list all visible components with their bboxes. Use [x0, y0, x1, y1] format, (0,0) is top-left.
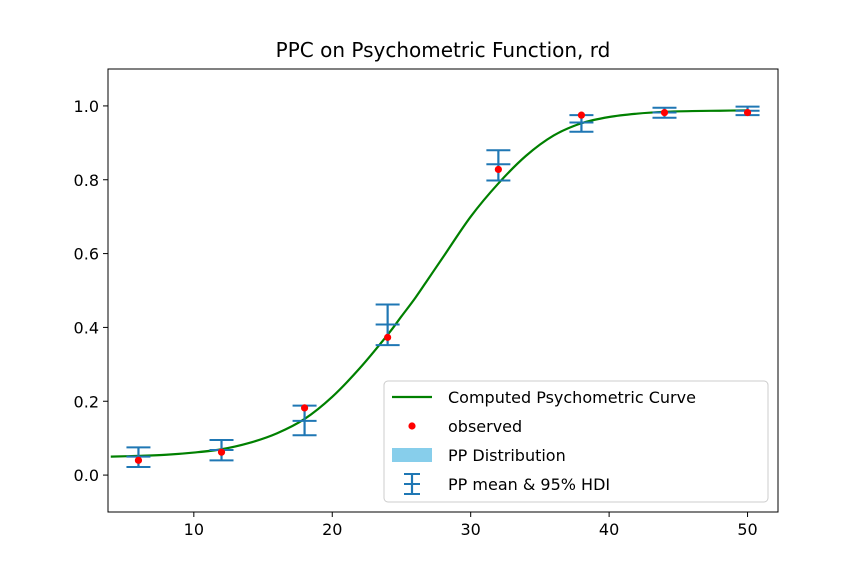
- psychometric-curve-line: [110, 109, 748, 458]
- observed-point: [134, 456, 143, 464]
- x-tick-label: 10: [184, 520, 204, 539]
- y-tick-label: 1.0: [74, 97, 99, 116]
- observed-point: [300, 404, 309, 412]
- axis-ticks: 10 20 30 40 50 0.0 0.2 0.4 0.6 0.8 1.0: [74, 97, 758, 539]
- legend-label: PP Distribution: [448, 446, 566, 465]
- chart-title: PPC on Psychometric Function, rd: [276, 38, 611, 62]
- legend: Computed Psychometric Curve observed PP Di…: [383, 380, 769, 503]
- legend-box: [383, 380, 769, 503]
- legend-label: PP mean & 95% HDI: [448, 475, 610, 494]
- observed-point: [743, 108, 752, 117]
- x-tick-label: 50: [737, 520, 757, 539]
- legend-pp-distribution-handle: [392, 448, 432, 462]
- y-tick-label: 0.0: [74, 466, 99, 485]
- y-tick-label: 0.6: [74, 245, 99, 264]
- legend-label: observed: [448, 417, 522, 436]
- x-tick-label: 40: [599, 520, 619, 539]
- legend-observed-handle: [408, 422, 416, 430]
- observed-point: [384, 333, 392, 341]
- y-tick-label: 0.2: [74, 392, 99, 411]
- observed-point: [494, 165, 502, 174]
- y-tick-label: 0.4: [74, 318, 99, 337]
- x-tick-label: 20: [322, 520, 342, 539]
- chart-marks: [110, 105, 760, 468]
- x-tick-label: 30: [461, 520, 481, 539]
- plot-frame: [107, 68, 779, 513]
- observed-point: [577, 111, 586, 119]
- observed-point: [660, 108, 669, 117]
- y-tick-label: 0.8: [74, 171, 99, 190]
- legend-label: Computed Psychometric Curve: [448, 388, 696, 407]
- observed-point: [217, 448, 226, 456]
